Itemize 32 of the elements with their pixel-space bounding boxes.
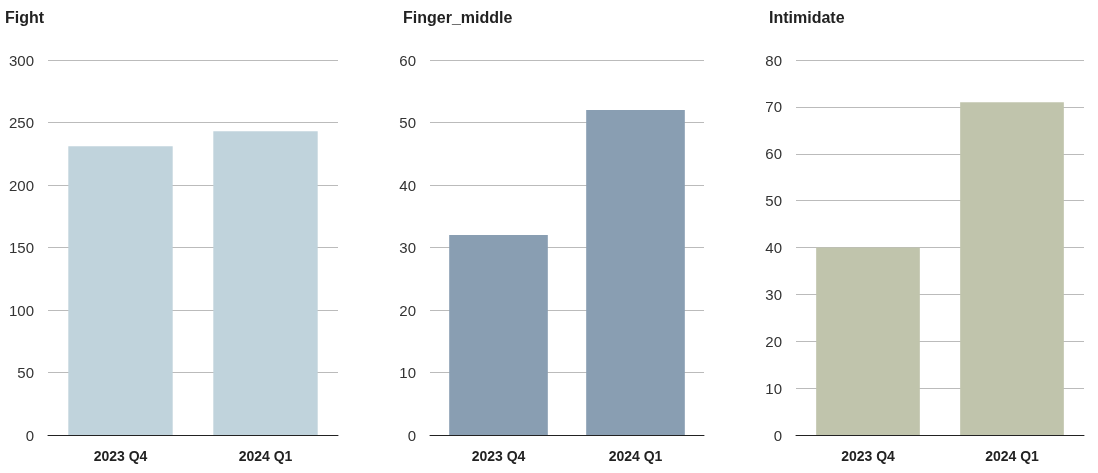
y-tick-label: 20 [765, 332, 782, 350]
y-tick-label: 0 [773, 426, 782, 444]
y-tick-label: 10 [399, 364, 416, 381]
y-tick-label: 100 [8, 301, 34, 319]
y-tick-label: 0 [407, 426, 416, 444]
y-tick-label: 0 [25, 426, 34, 444]
y-tick-label: 20 [399, 301, 416, 319]
y-tick-label: 60 [399, 51, 416, 69]
y-tick-label: 200 [8, 176, 34, 194]
y-tick-label: 300 [8, 51, 34, 69]
y-tick-label: 40 [765, 239, 782, 256]
x-tick-label: 2023 Q4 [471, 448, 526, 464]
y-tick-label: 250 [8, 114, 34, 131]
y-tick-label: 80 [765, 51, 782, 69]
x-tick-label: 2023 Q4 [93, 448, 148, 464]
chart-title: Intimidate [769, 8, 845, 26]
y-tick-label: 10 [765, 379, 782, 397]
y-tick-label: 150 [8, 239, 34, 256]
y-tick-label: 50 [765, 192, 782, 210]
y-tick-label: 50 [17, 364, 34, 381]
x-tick-label: 2023 Q4 [841, 448, 896, 464]
x-tick-label: 2024 Q1 [985, 448, 1040, 464]
y-tick-label: 30 [399, 239, 416, 256]
y-tick-label: 60 [765, 145, 782, 163]
chart-title: Fight [5, 8, 45, 26]
y-tick-label: 70 [765, 98, 782, 116]
y-tick-label: 30 [765, 285, 782, 303]
chart-title: Finger_middle [403, 8, 513, 26]
x-tick-label: 2024 Q1 [608, 448, 663, 464]
y-tick-label: 40 [399, 176, 416, 194]
y-tick-label: 50 [399, 114, 416, 131]
x-tick-label: 2024 Q1 [238, 448, 293, 464]
